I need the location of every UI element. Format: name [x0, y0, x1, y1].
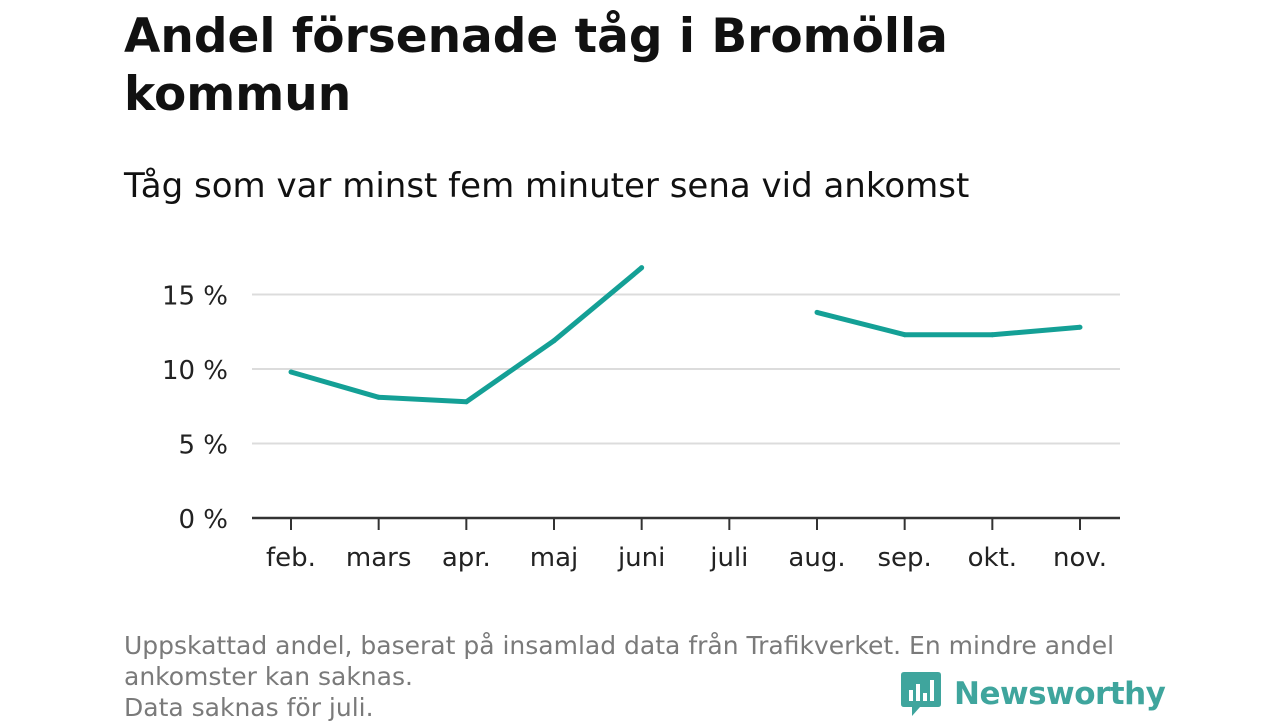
x-tick-label: nov.	[1053, 543, 1107, 573]
x-tick-label: aug.	[788, 543, 845, 573]
x-tick-label: juni	[617, 543, 665, 573]
footnote-line-1: Uppskattad andel, baserat på insamlad da…	[124, 631, 1115, 660]
data-point	[1077, 324, 1083, 330]
newsworthy-logo-icon	[901, 672, 941, 716]
data-point	[902, 332, 908, 338]
chart-subtitle: Tåg som var minst fem minuter sena vid a…	[124, 166, 970, 206]
footnote-line-3: Data saknas för juli.	[124, 693, 374, 722]
x-tick-label: maj	[530, 543, 578, 573]
data-point	[639, 265, 645, 271]
data-point	[463, 399, 469, 405]
y-tick-label: 5 %	[178, 431, 228, 461]
data-series	[288, 265, 1083, 405]
x-tick-label: apr.	[442, 543, 491, 573]
series-line	[290, 265, 644, 405]
line-chart: 0 % 5 % 10 % 15 % feb. mars apr. maj juni juli au…	[162, 265, 1120, 573]
x-tick-label: juli	[709, 543, 748, 573]
x-tick-label: feb.	[266, 543, 316, 573]
y-tick-label: 10 %	[162, 356, 228, 386]
y-tick-label: 0 %	[178, 505, 228, 535]
gridlines	[252, 293, 1120, 445]
data-point	[814, 309, 820, 315]
x-tick-label: okt.	[968, 543, 1017, 573]
newsworthy-logo: Newsworthy	[900, 670, 1166, 718]
x-axis: feb. mars apr. maj juni juli aug. sep. okt. nov.	[252, 516, 1120, 573]
y-axis-tick-labels: 0 % 5 % 10 % 15 %	[162, 282, 228, 536]
chart-title: Andel försenade tåg i Bromölla kommun	[124, 9, 948, 122]
y-tick-label: 15 %	[162, 282, 228, 312]
footnote: Uppskattad andel, baserat på insamlad da…	[124, 630, 1164, 723]
brand-name: Newsworthy	[954, 676, 1166, 712]
x-tick-label: mars	[346, 543, 412, 573]
data-point	[989, 332, 995, 338]
data-point	[288, 369, 294, 375]
data-point	[551, 338, 557, 344]
series-line	[816, 309, 1081, 338]
x-tick-label: sep.	[878, 543, 932, 573]
data-point	[376, 394, 382, 400]
footnote-line-2: ankomster kan saknas.	[124, 662, 413, 691]
